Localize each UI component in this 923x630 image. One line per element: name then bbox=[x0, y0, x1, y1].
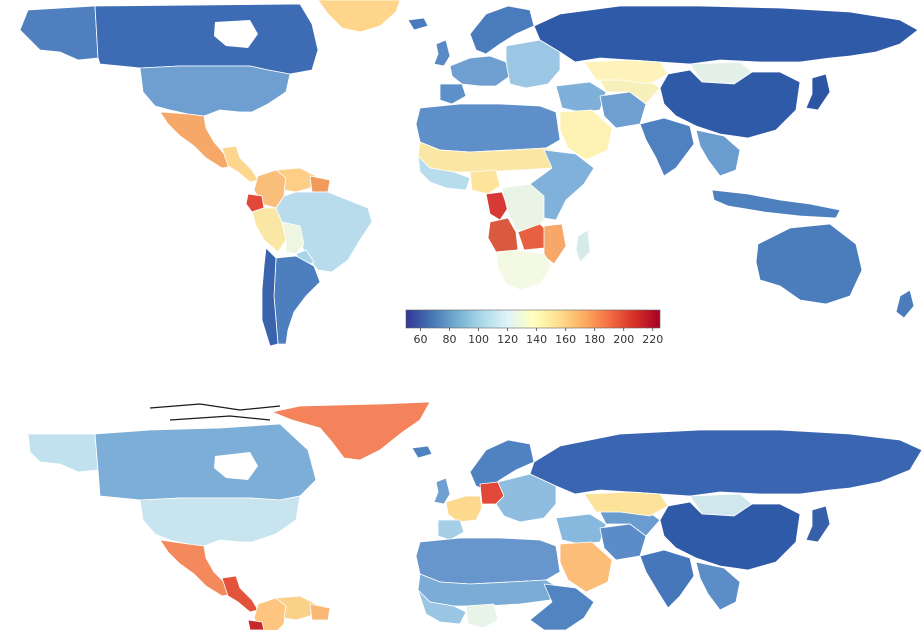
region-arabia bbox=[559, 109, 613, 161]
region-canada bbox=[94, 423, 317, 501]
legend-tick-label: 120 bbox=[497, 333, 518, 346]
region-central-america bbox=[221, 575, 259, 613]
region-western-europe bbox=[445, 495, 483, 523]
legend-tick-label: 180 bbox=[584, 333, 605, 346]
region-russia bbox=[529, 429, 923, 497]
color-scale-legend: 60 80 100 120 140 160 180 200 220 bbox=[405, 309, 663, 346]
legend-tick-label: 100 bbox=[468, 333, 489, 346]
region-kazakhstan bbox=[583, 59, 669, 85]
region-china bbox=[659, 501, 801, 571]
region-india bbox=[639, 549, 695, 609]
region-usa bbox=[139, 495, 301, 547]
hudson-bay bbox=[214, 20, 258, 48]
region-china bbox=[659, 69, 801, 139]
region-iceland bbox=[407, 17, 429, 31]
region-iceland bbox=[411, 445, 433, 459]
region-mexico bbox=[159, 111, 235, 169]
region-western-europe bbox=[449, 55, 511, 87]
legend-tick-label: 140 bbox=[526, 333, 547, 346]
region-north-africa bbox=[415, 537, 561, 585]
region-southern-africa bbox=[495, 249, 553, 291]
region-arabia bbox=[559, 541, 613, 593]
region-new-zealand bbox=[895, 289, 915, 319]
region-west-africa bbox=[417, 155, 471, 191]
region-mozambique bbox=[543, 223, 567, 265]
region-chile bbox=[261, 247, 279, 347]
region-greenland bbox=[317, 0, 401, 33]
region-east-africa bbox=[529, 149, 595, 221]
region-middle-east bbox=[555, 513, 607, 545]
region-guianas bbox=[309, 603, 331, 621]
region-southeast-asia bbox=[695, 561, 741, 611]
region-guianas bbox=[309, 175, 331, 193]
legend-tick-label: 60 bbox=[414, 333, 428, 346]
region-uk bbox=[433, 39, 451, 67]
region-argentina bbox=[273, 255, 321, 345]
region-greenland bbox=[271, 401, 431, 461]
hudson-bay bbox=[214, 452, 258, 480]
region-australia bbox=[755, 223, 863, 305]
region-indonesia bbox=[711, 189, 841, 219]
region-gabon-congo bbox=[485, 191, 509, 221]
region-usa bbox=[139, 65, 291, 117]
region-uk bbox=[433, 477, 451, 505]
region-west-africa bbox=[417, 589, 467, 625]
region-iberia bbox=[439, 83, 467, 105]
region-india bbox=[639, 117, 695, 177]
region-mexico bbox=[159, 539, 235, 597]
map-panel-b bbox=[27, 401, 923, 630]
region-nigeria bbox=[465, 603, 499, 629]
region-madagascar bbox=[575, 229, 591, 263]
region-middle-east bbox=[555, 81, 607, 113]
region-east-africa bbox=[529, 583, 595, 630]
region-alaska bbox=[19, 5, 99, 61]
arctic-islands-coast bbox=[149, 403, 281, 421]
legend-tick-label: 80 bbox=[443, 333, 457, 346]
region-kazakhstan bbox=[583, 491, 669, 517]
region-nigeria bbox=[469, 169, 501, 195]
region-russia bbox=[533, 5, 919, 65]
legend-tick-label: 200 bbox=[613, 333, 634, 346]
legend-tick-label: 220 bbox=[642, 333, 663, 346]
color-scale-bar bbox=[405, 309, 661, 329]
region-scandinavia bbox=[469, 5, 535, 55]
region-iberia bbox=[437, 519, 465, 541]
region-japan bbox=[805, 505, 831, 543]
map-panel-a bbox=[19, 0, 919, 347]
region-canada bbox=[94, 3, 319, 75]
region-alaska bbox=[27, 433, 99, 473]
region-central-america bbox=[221, 145, 259, 183]
region-venezuela bbox=[275, 167, 317, 193]
color-scale-ticks: 60 80 100 120 140 160 180 200 220 bbox=[414, 328, 663, 346]
legend-tick-label: 160 bbox=[555, 333, 576, 346]
region-venezuela bbox=[275, 595, 317, 621]
region-ecuador bbox=[247, 619, 265, 630]
region-north-africa bbox=[415, 103, 561, 153]
region-japan bbox=[805, 73, 831, 111]
region-southeast-asia bbox=[695, 129, 741, 177]
